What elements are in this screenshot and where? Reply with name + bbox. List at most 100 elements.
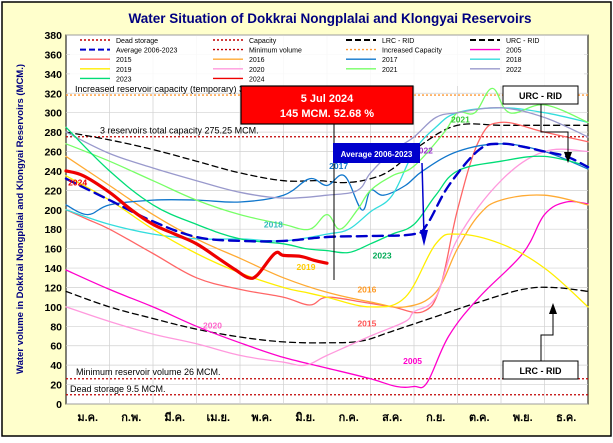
reference-label: Increased reservoir capacity (temporary)… bbox=[75, 84, 293, 94]
series-line-2022 bbox=[65, 107, 589, 199]
y-tick-label: 160 bbox=[44, 244, 62, 256]
legend-label: 2019 bbox=[116, 67, 132, 74]
y-tick-label: 120 bbox=[44, 282, 62, 294]
x-tick-label: มี.ค. bbox=[164, 411, 185, 424]
x-tick-label: ก.ค. bbox=[339, 412, 359, 424]
legend-label: Capacity bbox=[249, 38, 277, 45]
series-label-2015: 2015 bbox=[357, 318, 376, 328]
y-tick-label: 280 bbox=[44, 127, 62, 139]
series-label-2017: 2017 bbox=[329, 161, 348, 171]
series-line-2024 bbox=[64, 169, 329, 280]
y-tick-label: 0 bbox=[56, 399, 62, 411]
legend-label: 2020 bbox=[249, 67, 265, 74]
y-tick-label: 260 bbox=[44, 147, 62, 159]
urc-pointer-arrow bbox=[564, 152, 572, 163]
y-tick-label: 140 bbox=[44, 263, 62, 275]
callout-box bbox=[240, 85, 414, 125]
legend-label: 2016 bbox=[249, 57, 265, 64]
average-pointer-arrow bbox=[420, 230, 428, 246]
urc-pointer bbox=[540, 104, 569, 155]
callout-value: 145 MCM. 52.68 % bbox=[280, 108, 374, 120]
series-line-average-2006-2023 bbox=[64, 142, 590, 243]
legend-label: URC - RID bbox=[506, 38, 539, 45]
y-tick-label: 220 bbox=[44, 185, 62, 197]
lrc-pointer-arrow bbox=[549, 303, 557, 314]
x-tick-label: ม.ค. bbox=[77, 412, 98, 424]
series-line-urc-rid bbox=[65, 123, 589, 184]
average-box bbox=[333, 143, 420, 163]
legend-label: Minimum volume bbox=[249, 48, 302, 55]
y-tick-label: 40 bbox=[50, 360, 62, 372]
series-label-2016: 2016 bbox=[357, 284, 376, 294]
series-label-2021: 2021 bbox=[451, 114, 470, 124]
x-tick-label: ก.พ. bbox=[121, 412, 141, 424]
series-line-2015 bbox=[65, 121, 589, 314]
legend-label: LRC - RID bbox=[382, 38, 414, 45]
average-pointer bbox=[421, 162, 425, 237]
x-tick-label: ส.ค. bbox=[382, 412, 402, 424]
y-tick-label: 380 bbox=[44, 30, 62, 42]
legend-label: 2018 bbox=[506, 57, 522, 64]
y-tick-label: 200 bbox=[44, 205, 62, 217]
legend-label: Increased Capacity bbox=[382, 48, 442, 55]
legend-label: 2015 bbox=[116, 57, 132, 64]
y-tick-label: 60 bbox=[50, 341, 62, 353]
x-tick-label: พ.ค. bbox=[251, 412, 272, 424]
series-lines bbox=[64, 87, 590, 389]
x-tick-label: ก.ย. bbox=[426, 412, 445, 424]
y-tick-label: 300 bbox=[44, 108, 62, 120]
series-line-2005 bbox=[65, 200, 589, 389]
series-label-2023: 2023 bbox=[373, 250, 392, 260]
y-tick-label: 240 bbox=[44, 166, 62, 178]
legend-label: Dead storage bbox=[116, 38, 158, 45]
series-line-2020 bbox=[65, 148, 589, 367]
y-tick-label: 100 bbox=[44, 302, 62, 314]
legend-label: 2021 bbox=[382, 67, 398, 74]
series-line-2019 bbox=[65, 175, 589, 308]
legend-label: 2022 bbox=[506, 67, 522, 74]
y-tick-label: 80 bbox=[50, 321, 62, 333]
lrc-pointer bbox=[540, 312, 554, 361]
legend-label: 2005 bbox=[506, 48, 522, 55]
series-label-2024: 2024 bbox=[68, 178, 87, 188]
series-label-2020: 2020 bbox=[203, 320, 222, 330]
series-label-2018: 2018 bbox=[264, 219, 283, 229]
legend: Dead storage Capacity LRC - RID URC - RID Av… bbox=[70, 36, 584, 86]
average-box-label: Average 2006-2023 bbox=[341, 150, 413, 159]
series-line-lrc-rid bbox=[65, 286, 589, 344]
reference-label: Minimum reservoir volume 26 MCM. bbox=[76, 367, 221, 377]
legend-label: 2017 bbox=[382, 57, 398, 64]
series-line-2021 bbox=[65, 87, 589, 231]
y-tick-label: 20 bbox=[50, 380, 62, 392]
series-label-2022: 2022 bbox=[414, 145, 433, 155]
y-tick-label: 320 bbox=[44, 88, 62, 100]
axes: 0 20 40 60 80 100 120 140 160 180 200 220 240 260 280 3… bbox=[44, 30, 576, 424]
series-line-2023 bbox=[65, 126, 589, 254]
callout-date: 5 Jul 2024 bbox=[301, 93, 354, 105]
y-tick-label: 340 bbox=[44, 69, 62, 81]
x-tick-label: เม.ย. bbox=[206, 412, 230, 424]
y-tick-label: 180 bbox=[44, 224, 62, 236]
x-tick-label: ต.ค. bbox=[469, 412, 490, 424]
x-tick-label: มิ.ย. bbox=[295, 411, 315, 424]
legend-label: 2024 bbox=[249, 76, 265, 83]
reference-label: 3 reservoirs total capacity 275.25 MCM. bbox=[100, 126, 259, 136]
reference-label: Dead storage 9.5 MCM. bbox=[70, 384, 166, 394]
chart-title: Water Situation of Dokkrai Nongplalai an… bbox=[128, 11, 531, 26]
series-line-2017 bbox=[65, 143, 589, 216]
lrc-box-label: LRC - RID bbox=[520, 366, 562, 376]
legend-label: Average 2006-2023 bbox=[116, 48, 177, 55]
urc-box-label: URC - RID bbox=[519, 91, 562, 101]
x-tick-label: พ.ย. bbox=[513, 412, 533, 424]
y-tick-label: 360 bbox=[44, 49, 62, 61]
series-label-2019: 2019 bbox=[297, 262, 316, 272]
x-tick-label: ธ.ค. bbox=[556, 412, 576, 424]
series-labels: 2024 2017 2021 2022 2018 2023 2019 2016 2015 2020… bbox=[68, 114, 470, 366]
series-line-2016 bbox=[65, 155, 589, 308]
y-axis-label: Water volume in Dokkrai Nongplalai and K… bbox=[15, 64, 26, 374]
series-label-2005: 2005 bbox=[403, 356, 422, 366]
legend-background bbox=[70, 36, 584, 86]
legend-label: 2023 bbox=[116, 76, 132, 83]
